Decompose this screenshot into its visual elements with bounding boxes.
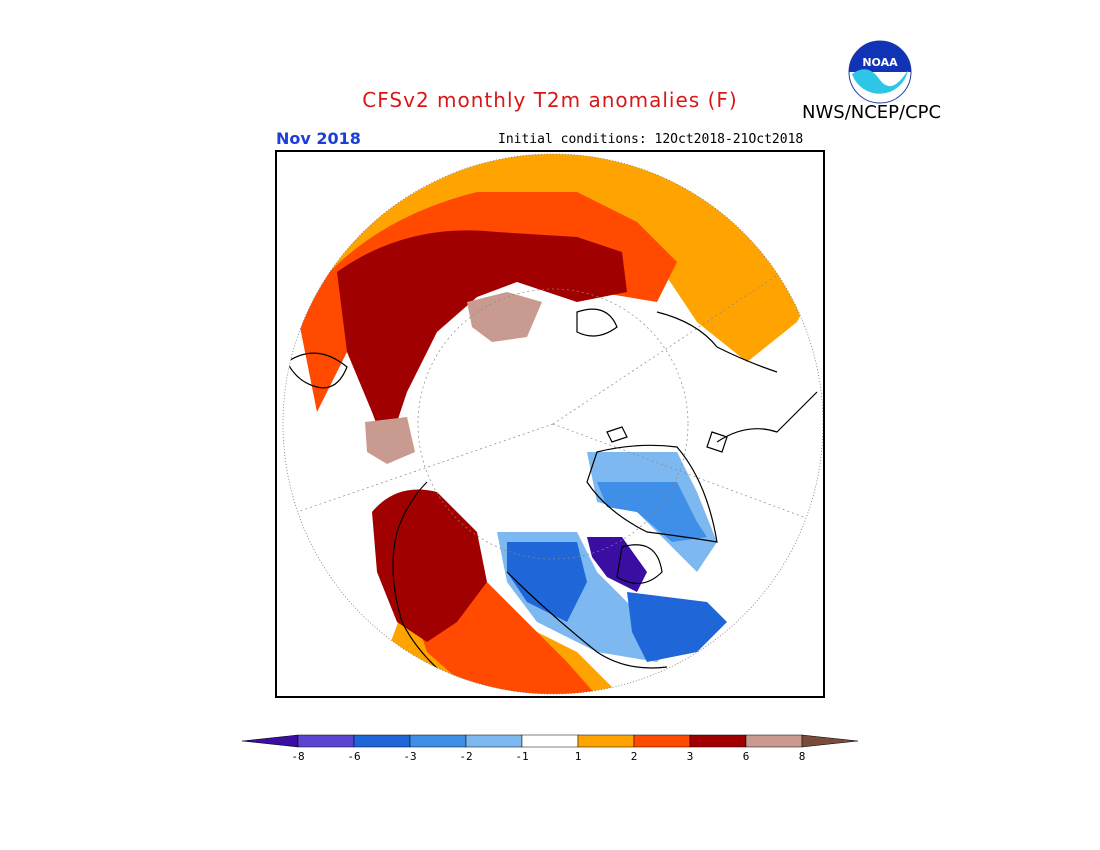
colorbar-swatch: [297, 734, 355, 748]
colorbar-swatch: [353, 734, 411, 748]
colorbar-swatch: [465, 734, 523, 748]
graticule: [296, 261, 818, 560]
colorbar-right-arrow: [801, 734, 859, 748]
colorbar-tick-label: 1: [575, 750, 582, 763]
anomaly-tan-eurasia: [467, 292, 542, 342]
noaa-logo: NOAA: [848, 40, 912, 104]
colorbar-tick-label: 2: [631, 750, 638, 763]
map-boundary: [282, 153, 823, 695]
colorbar-swatch: [577, 734, 635, 748]
colorbar-tick-label: 8: [799, 750, 806, 763]
colorbar-tick-label: -8: [291, 750, 304, 763]
colorbar-swatch: [409, 734, 467, 748]
colorbar-swatch: [633, 734, 691, 748]
anomaly-purple-hudson: [587, 537, 647, 592]
coastlines: [286, 308, 818, 678]
anomaly-blue-na: [597, 482, 707, 542]
colorbar-tick-label: 6: [743, 750, 750, 763]
colorbar-tick-label: -6: [347, 750, 360, 763]
anomaly-tan-west: [365, 417, 415, 464]
colorbar-swatch: [689, 734, 747, 748]
anomaly-darkred-south: [372, 489, 487, 642]
colorbar-tick-label: -2: [459, 750, 472, 763]
map-title: CFSv2 monthly T2m anomalies (F): [362, 88, 738, 112]
anomaly-darkblue-canada: [507, 542, 587, 622]
colorbar-left-arrow: [241, 734, 299, 748]
agency-label: NWS/NCEP/CPC: [802, 102, 942, 123]
colorbar-tick-label: 3: [687, 750, 694, 763]
anomaly-darkred-eurasia: [337, 230, 627, 452]
initial-conditions: Initial conditions: 12Oct2018-21Oct2018: [498, 132, 804, 147]
colorbar: -8 -6 -3 -2 -1 1 2 3 6 8: [240, 733, 860, 773]
colorbar-swatch: [521, 734, 579, 748]
svg-text:NOAA: NOAA: [862, 56, 898, 69]
forecast-month: Nov 2018: [276, 129, 361, 148]
colorbar-tick-label: -1: [515, 750, 528, 763]
colorbar-tick-label: -3: [403, 750, 416, 763]
anomaly-darkblue-us: [627, 592, 727, 662]
colorbar-swatch: [745, 734, 803, 748]
polar-map: [275, 150, 825, 698]
